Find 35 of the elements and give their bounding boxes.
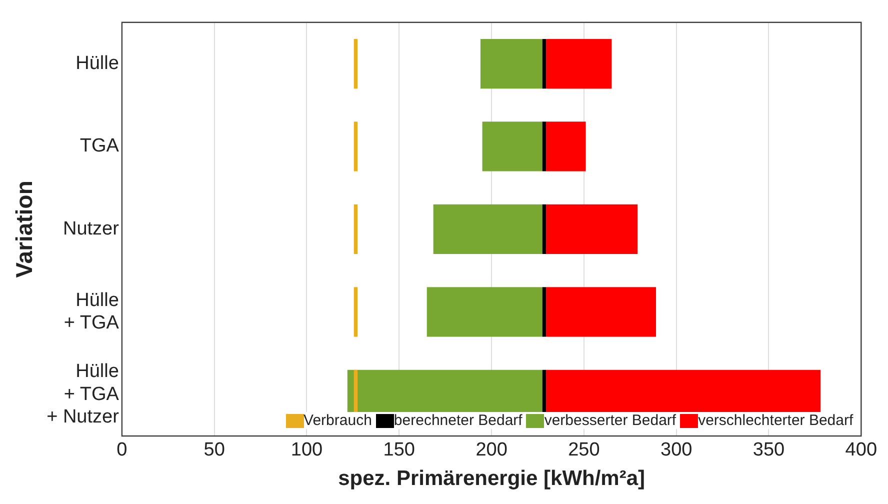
x-tick-label: 300 [660,440,692,461]
bar [542,38,546,89]
y-tick-label: Hülle + TGA [64,290,120,334]
bar [354,38,358,89]
legend-label: verbesserter Bedarf [544,412,676,429]
y-axis-title: Variation [11,180,38,278]
x-tick-label: 50 [204,440,225,461]
legend-label: berechneter Bedarf [394,412,522,429]
bar [433,204,542,254]
x-tick-label: 200 [476,440,508,461]
x-tick-label: 350 [752,440,785,461]
bar [546,287,656,337]
bar [480,38,542,89]
y-tick-label: Hülle + TGA + Nutzer [46,361,120,428]
x-tick-label: 100 [290,440,323,461]
legend-label: verschlechterter Bedarf [698,412,854,429]
x-tick-label: 250 [568,440,600,461]
bar [354,287,358,337]
bar [542,122,546,172]
y-tick-label: Nutzer [62,218,120,240]
bar [482,122,542,172]
bar [426,287,542,337]
bar [354,122,358,172]
bar [542,287,546,337]
x-tick-label: 150 [383,440,415,461]
x-tick-label: 400 [845,440,877,461]
bar [546,38,612,89]
bar [354,204,358,254]
bar [546,122,586,172]
x-axis-title: spez. Primärenergie [kWh/m²a] [338,467,646,490]
y-tick-label: Hülle [76,52,119,74]
bar [546,204,638,254]
x-tick-label: 0 [116,440,128,461]
bar [542,204,546,254]
y-tick-label: TGA [80,136,120,157]
